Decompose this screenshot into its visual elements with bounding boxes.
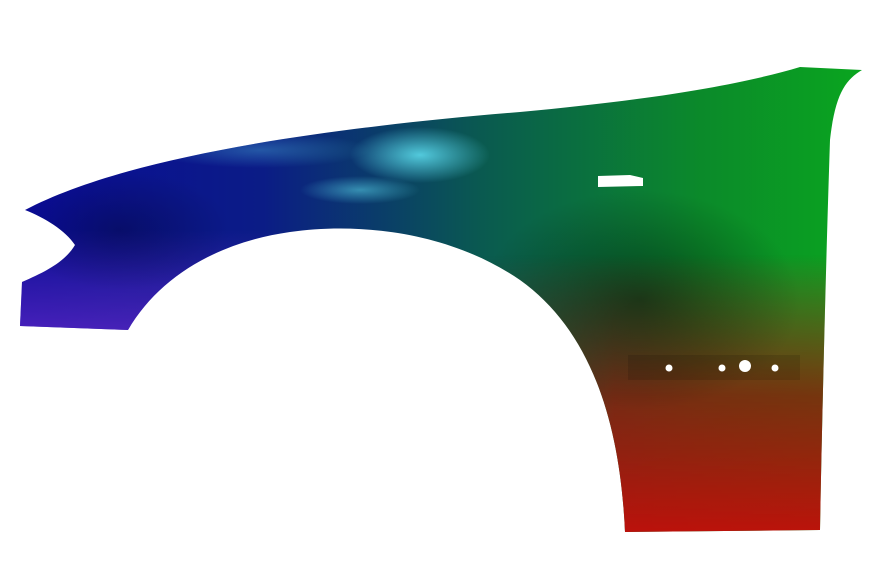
side-marker-recess (628, 355, 800, 380)
mount-hole (718, 364, 726, 372)
slot-hole (598, 175, 643, 187)
mount-hole-large (739, 360, 751, 372)
mount-hole (771, 364, 779, 372)
mount-hole (665, 364, 673, 372)
